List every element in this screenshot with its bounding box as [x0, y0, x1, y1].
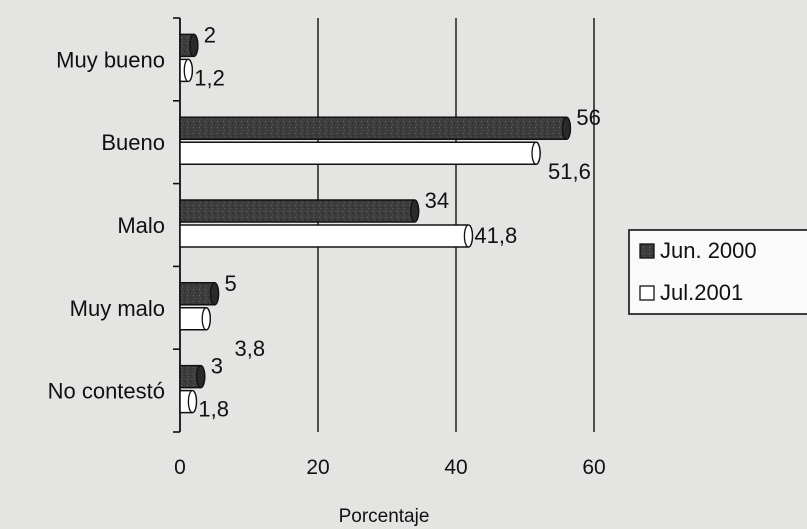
category-label: No contestó [48, 379, 165, 404]
bar-cap-jul-2001-3 [201, 307, 211, 331]
category-label: Muy malo [70, 296, 165, 321]
category-label: Bueno [101, 130, 165, 155]
legend-box [628, 229, 807, 315]
bar-cap-jun-2000-4 [196, 364, 206, 389]
legend-label-jul-2001: Jul.2001 [660, 280, 743, 305]
legend-swatch-jun-2000 [639, 243, 655, 259]
data-label: 1,8 [198, 397, 229, 422]
x-axis-title: Porcentaje [339, 506, 430, 527]
data-label: 56 [576, 105, 600, 130]
x-tick-label-60: 60 [582, 456, 605, 479]
x-tick-label-0: 0 [174, 456, 186, 479]
data-label: 51,6 [548, 159, 591, 184]
bar-jun-2000-2 [179, 199, 420, 223]
data-label: 41,8 [474, 223, 517, 248]
bar-cap-jun-2000-3 [209, 282, 220, 306]
bar-cap-jul-2001-1 [531, 141, 541, 165]
legend: Jun. 2000 Jul.2001 [628, 229, 807, 315]
bar-jul-2001-2 [179, 224, 474, 248]
category-label: Muy bueno [56, 47, 165, 72]
data-label: 5 [225, 271, 237, 296]
bar-cap-jun-2000-1 [561, 116, 572, 140]
bar-jun-2000-1 [179, 116, 572, 140]
legend-swatch-jul-2001 [639, 285, 655, 301]
x-tick-label-20: 20 [306, 456, 329, 479]
data-label: 3 [211, 354, 223, 379]
bar-cap-jun-2000-0 [189, 33, 199, 58]
data-label: 3,8 [235, 336, 266, 361]
data-label: 1,2 [194, 65, 225, 90]
data-label: 2 [204, 22, 216, 47]
bar-cap-jul-2001-4 [187, 389, 198, 414]
bar-cap-jul-2001-0 [183, 58, 193, 83]
legend-label-jun-2000: Jun. 2000 [660, 238, 757, 263]
category-label: Malo [117, 213, 165, 238]
bar-cap-jul-2001-2 [463, 224, 474, 248]
bar-jul-2001-1 [179, 141, 541, 165]
x-tick-label-40: 40 [444, 456, 467, 479]
data-label: 34 [425, 188, 449, 213]
bar-cap-jun-2000-2 [409, 199, 420, 223]
